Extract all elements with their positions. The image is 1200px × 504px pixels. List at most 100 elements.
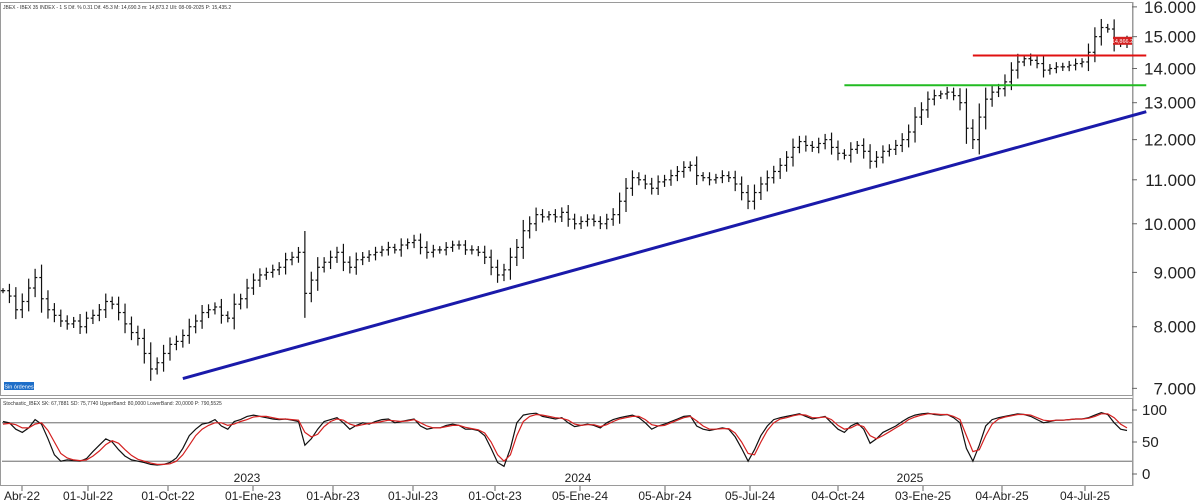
- price-bar: [431, 244, 436, 258]
- orders-badge[interactable]: Sin órdenes: [4, 382, 34, 390]
- price-bar: [508, 247, 513, 280]
- price-bar: [232, 293, 237, 330]
- stochastic-y-axis: 100 50 0: [1132, 402, 1167, 483]
- price-bar: [328, 250, 333, 270]
- price-bar: [84, 311, 89, 334]
- price-bar: [501, 263, 507, 282]
- price-bar: [187, 318, 192, 344]
- price-bar: [135, 325, 141, 346]
- price-bar: [668, 169, 674, 186]
- price-bar: [1079, 58, 1085, 68]
- x-tick-label: 01-Oct-23: [468, 489, 522, 503]
- price-bar: [745, 184, 751, 210]
- price-bar: [309, 271, 314, 303]
- price-bar: [399, 238, 404, 257]
- price-bar: [341, 243, 346, 272]
- price-bar: [893, 139, 898, 155]
- price-bar: [572, 213, 577, 230]
- price-bar: [707, 172, 712, 186]
- price-bar: [58, 309, 64, 327]
- last-price-badge: 14,866.2: [1112, 36, 1133, 45]
- price-bar: [296, 246, 301, 263]
- price-bar: [109, 296, 115, 310]
- price-bar: [726, 171, 731, 183]
- x-tick-label: 04-Oct-24: [811, 489, 865, 503]
- price-bar: [681, 161, 687, 178]
- price-bar: [476, 246, 481, 257]
- price-bar: [289, 251, 295, 266]
- price-bar: [26, 278, 31, 312]
- price-bar: [244, 278, 250, 309]
- price-bar: [848, 142, 854, 163]
- price-bar: [1060, 62, 1065, 71]
- year-labels: 2023 2024 2025: [234, 471, 924, 485]
- price-bar: [456, 240, 462, 250]
- year-label: 2023: [234, 471, 261, 485]
- x-axis: Abr-22 01-Jul-22 01-Oct-22 01-Ene-23 01-Abr-…: [4, 486, 1110, 503]
- price-bar: [733, 170, 738, 192]
- price-bar: [739, 176, 744, 201]
- price-bar: [1099, 18, 1104, 46]
- price-bar: [1034, 55, 1040, 69]
- price-bar: [675, 166, 680, 182]
- price-bar: [366, 250, 372, 262]
- price-bar: [906, 124, 911, 148]
- x-tick-label: Abr-22: [4, 489, 40, 503]
- price-bar: [919, 102, 924, 125]
- year-label: 2025: [897, 471, 924, 485]
- x-tick-label: 01-Abr-23: [306, 489, 360, 503]
- price-bar: [938, 90, 943, 99]
- price-bar: [578, 216, 584, 230]
- price-bar: [765, 170, 770, 192]
- y-tick-label: 15.000: [1144, 28, 1196, 47]
- price-bar: [354, 252, 359, 275]
- price-bar: [784, 151, 789, 172]
- price-bar: [944, 86, 950, 100]
- stoch-tick-label: 100: [1142, 402, 1167, 419]
- price-bar: [450, 240, 455, 252]
- price-bar: [13, 287, 19, 320]
- price-bar: [418, 233, 423, 255]
- price-bar: [20, 293, 25, 319]
- price-bar: [649, 177, 654, 195]
- stoch-line-sd: [2, 413, 1128, 465]
- price-bar: [443, 242, 449, 256]
- price-bar: [225, 311, 230, 323]
- price-bar: [1015, 53, 1021, 79]
- x-tick-label: 01-Oct-22: [141, 489, 195, 503]
- orders-badge-text[interactable]: Sin órdenes: [4, 384, 34, 390]
- price-bar: [758, 176, 764, 200]
- stochastic-panel-header: Stochastic_IBEX SK: 67,7881 SD: 75,7740 …: [3, 401, 222, 407]
- price-bars: [0, 18, 1130, 381]
- price-bar: [315, 257, 320, 291]
- price-bar: [264, 267, 269, 280]
- stochastic-bands: [2, 422, 1132, 462]
- x-tick-label: 01-Ene-23: [225, 489, 281, 503]
- price-bar: [970, 119, 976, 150]
- price-bar: [103, 293, 108, 318]
- price-bar: [546, 211, 552, 221]
- price-bar: [643, 174, 648, 190]
- price-bar: [874, 151, 879, 168]
- price-bar: [610, 208, 616, 226]
- price-bar: [276, 262, 282, 276]
- price-bar: [469, 245, 475, 255]
- price-bar: [617, 192, 622, 224]
- price-bar: [122, 303, 128, 334]
- price-bar: [270, 264, 275, 278]
- price-bar: [238, 293, 243, 310]
- price-bar: [880, 145, 886, 164]
- price-bar: [1086, 43, 1091, 72]
- price-bar: [662, 174, 667, 187]
- trendline: [182, 110, 1147, 381]
- price-bar: [206, 304, 211, 319]
- price-bar: [0, 288, 6, 294]
- price-bar: [514, 239, 520, 267]
- x-tick-label: 04-Abr-25: [975, 489, 1029, 503]
- price-bar: [334, 246, 340, 263]
- y-tick-label: 8.000: [1153, 318, 1196, 337]
- price-bar: [142, 328, 147, 364]
- price-bar: [623, 178, 629, 213]
- price-bar: [1105, 23, 1110, 33]
- price-bar: [713, 173, 719, 184]
